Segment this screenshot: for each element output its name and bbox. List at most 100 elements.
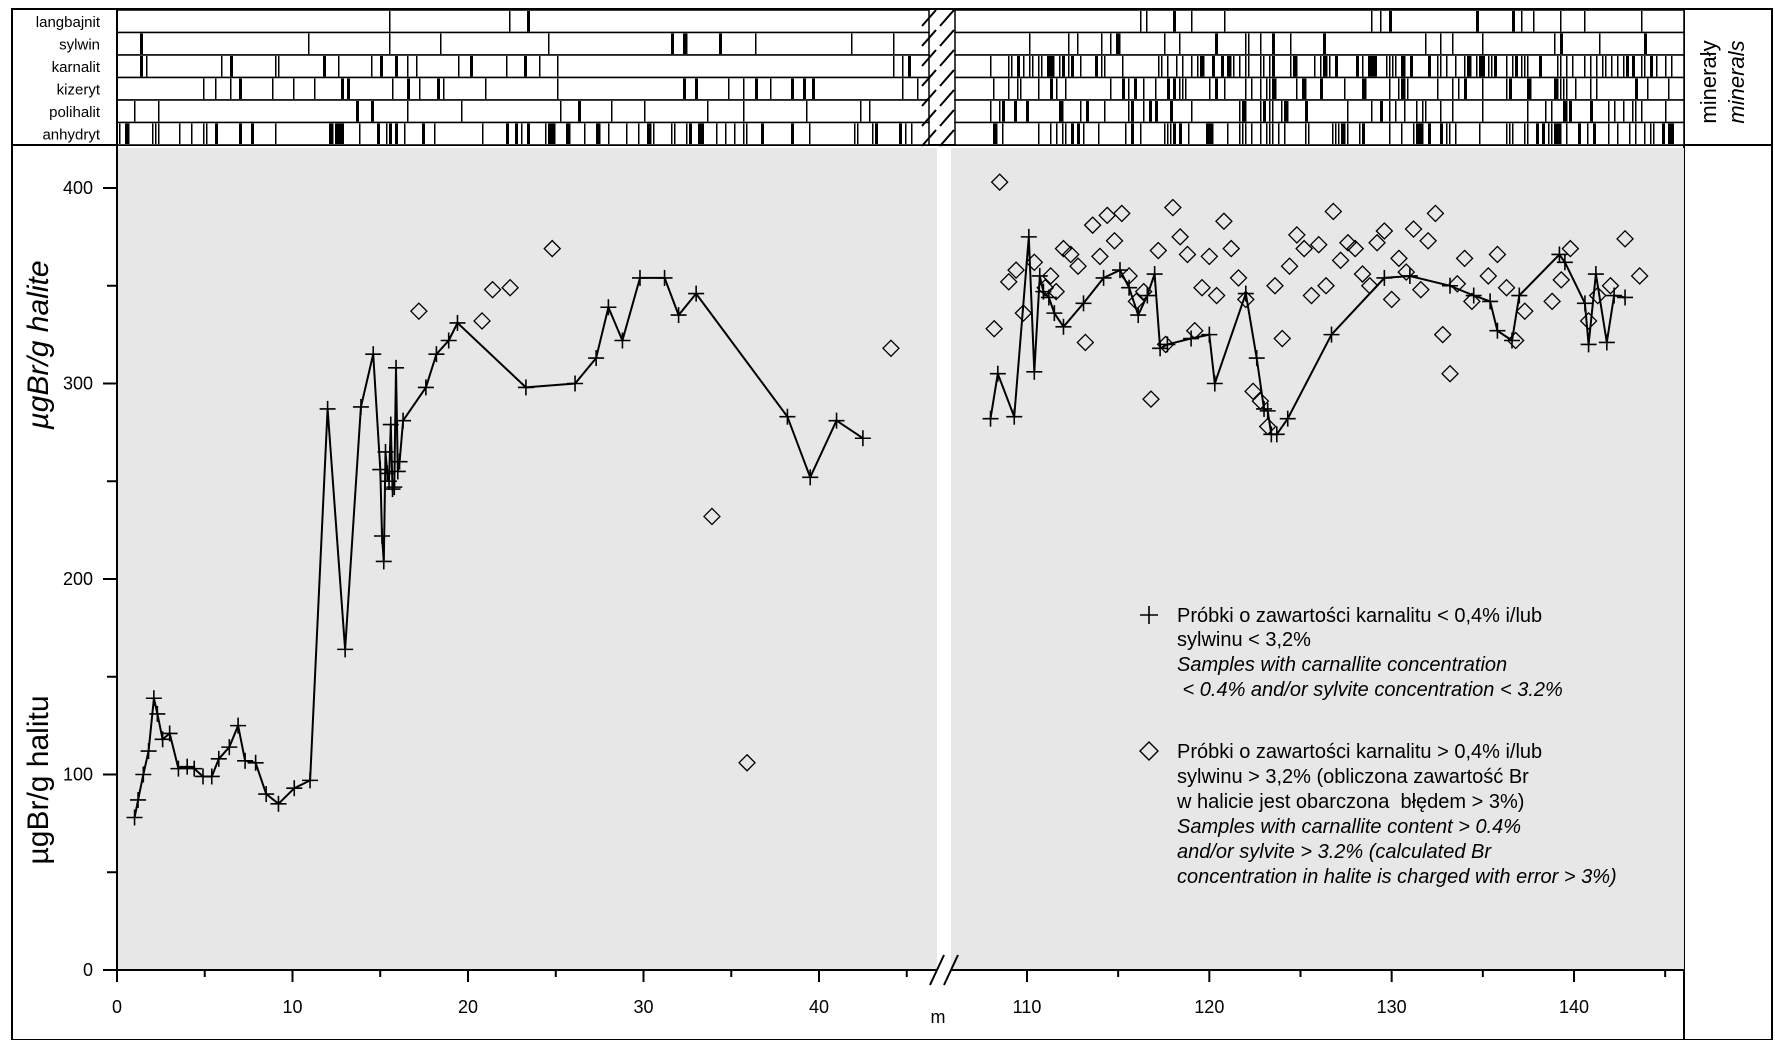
side-label: minerały (1696, 40, 1721, 123)
strip-mark (893, 33, 895, 54)
data-point-diamond (1156, 335, 1175, 354)
strip-mark (1605, 56, 1607, 77)
strip-mark (1389, 11, 1392, 32)
strip-mark (851, 33, 853, 54)
strip-mark (1260, 33, 1262, 54)
strip-mark (506, 123, 509, 144)
strip-mark (1239, 123, 1241, 144)
strip-mark (1551, 123, 1553, 144)
strip-mark (1380, 11, 1382, 32)
strip-mark (1362, 78, 1365, 99)
strip-mark (1275, 78, 1277, 99)
strip-mark (1563, 101, 1566, 122)
x-tick-label: 0 (112, 997, 122, 1017)
legend-marker-plus (1140, 606, 1158, 624)
strip-mark (1578, 123, 1581, 144)
strip-mark (1476, 11, 1479, 32)
strip-row-kizeryt-1 (116, 76, 930, 101)
strip-mark (1293, 56, 1296, 77)
strip-mark (323, 56, 326, 77)
strip-mark (1557, 123, 1560, 144)
strip-mark (1269, 78, 1271, 99)
strip-mark (695, 78, 698, 99)
data-point-diamond (1630, 267, 1649, 285)
strip-mark (1446, 56, 1448, 77)
strip-mark (1158, 56, 1160, 77)
strip-row-sylwin-1 (116, 31, 930, 56)
data-point-plus (1511, 287, 1528, 304)
strip-mark (578, 101, 581, 122)
strip-mark (482, 123, 484, 144)
data-point-plus (126, 809, 143, 826)
strip-mark (1077, 123, 1080, 144)
strip-mark (1596, 78, 1598, 99)
data-point-plus (302, 772, 319, 789)
data-point-plus (631, 269, 648, 286)
strip-mark (1065, 123, 1067, 144)
strip-mark (1263, 101, 1266, 122)
strip-mark (332, 123, 334, 144)
strip-mark (251, 123, 254, 144)
strip-mark (1596, 56, 1598, 77)
strip-mark (371, 56, 373, 77)
strip-mark (1650, 123, 1652, 144)
strip-mark (1557, 78, 1559, 99)
strip-mark (1347, 101, 1349, 122)
strip-mark (422, 123, 425, 144)
strip-mark (1203, 56, 1205, 77)
strip-mark (1488, 56, 1490, 77)
data-point-diamond (1488, 245, 1507, 264)
data-point-diamond (1185, 321, 1204, 340)
strip-mark (1032, 56, 1034, 77)
strip-mark (1305, 101, 1308, 122)
strip-mark (1371, 101, 1373, 122)
strip-mark (146, 56, 148, 77)
data-point-plus (440, 332, 457, 349)
strip-mark (1269, 56, 1271, 77)
strip-mark (1131, 101, 1134, 122)
strip-mark (1248, 33, 1250, 54)
strip-mark (1179, 78, 1181, 99)
data-point-plus (1046, 305, 1063, 322)
strip-mark (869, 101, 871, 122)
strip-mark (999, 101, 1001, 122)
data-point-plus (1206, 375, 1223, 392)
strip-mark (1128, 101, 1130, 122)
data-point-plus (1617, 289, 1634, 306)
strip-mark (1239, 101, 1241, 122)
strip-mark (1056, 78, 1058, 99)
data-point-plus (237, 752, 254, 769)
strip-mark (1512, 56, 1514, 77)
strip-mark (461, 101, 463, 122)
strip-mark (1617, 123, 1619, 144)
strip-mark (1245, 33, 1247, 54)
x-tick-label: 130 (1377, 997, 1407, 1017)
strip-mark (527, 11, 530, 32)
strip-mark (1542, 123, 1545, 144)
strip-mark (221, 56, 223, 77)
data-point-plus (179, 758, 196, 775)
strip-mark (1428, 123, 1431, 144)
strip-mark (650, 123, 652, 144)
strip-mark (1644, 56, 1646, 77)
data-point-plus (1026, 363, 1043, 380)
strip-mark (1068, 33, 1070, 54)
strip-mark (1062, 101, 1064, 122)
strip-mark (545, 123, 547, 144)
data-point-diamond (1134, 282, 1153, 301)
strip-mark (1536, 123, 1539, 144)
legend-1-line-1: Próbki o zawartości karnalitu < 0,4% i/l… (1177, 605, 1542, 627)
strip-mark (395, 123, 398, 144)
data-point-plus (270, 795, 287, 812)
series-line (989, 236, 1626, 436)
y-tick-label: 300 (63, 374, 93, 394)
strip-mark (314, 78, 316, 99)
strip-mark (743, 101, 745, 122)
data-point-plus (247, 754, 264, 771)
data-point-diamond (1588, 286, 1607, 305)
strip-mark (875, 123, 878, 144)
strip-mark (1170, 101, 1173, 122)
strip-mark (1449, 123, 1451, 144)
data-point-diamond (1515, 302, 1534, 321)
strip-mark (557, 78, 559, 99)
